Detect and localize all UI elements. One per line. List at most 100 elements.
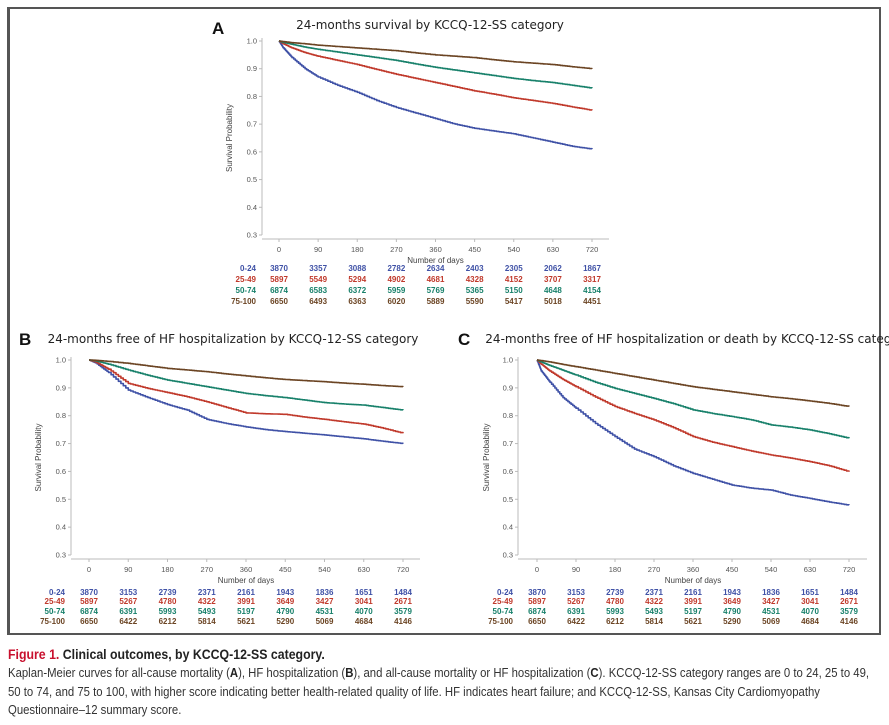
at-risk-count: 6650 <box>270 297 288 306</box>
at-risk-count: 4070 <box>801 607 819 616</box>
y-tick-label: 0.5 <box>247 175 257 184</box>
at-risk-count: 3870 <box>80 588 98 597</box>
panel-letter: A <box>212 19 224 38</box>
at-risk-count: 4780 <box>606 597 624 606</box>
x-tick-label: 360 <box>687 565 700 574</box>
at-risk-count: 2634 <box>427 264 445 273</box>
at-risk-count: 6874 <box>80 607 98 616</box>
at-risk-count: 3427 <box>762 597 780 606</box>
at-risk-count: 5590 <box>466 297 484 306</box>
at-risk-count: 3041 <box>801 597 819 606</box>
at-risk-count: 5814 <box>198 617 216 626</box>
at-risk-count: 6212 <box>606 617 624 626</box>
at-risk-count: 3649 <box>276 597 294 606</box>
at-risk-count: 5993 <box>159 607 177 616</box>
at-risk-count: 4648 <box>544 286 562 295</box>
at-risk-count: 4531 <box>316 607 334 616</box>
at-risk-count: 5267 <box>119 597 137 606</box>
at-risk-count: 4684 <box>801 617 819 626</box>
x-tick-label: 630 <box>547 245 560 254</box>
y-tick-label: 0.9 <box>503 383 513 392</box>
y-tick-label: 0.3 <box>56 551 66 560</box>
y-tick-label: 0.6 <box>503 467 513 476</box>
at-risk-count: 2305 <box>505 264 523 273</box>
at-risk-count: 3427 <box>316 597 334 606</box>
at-risk-count: 4328 <box>466 275 484 284</box>
caption-text-run: ), HF hospitalization ( <box>238 665 346 680</box>
y-tick-label: 0.7 <box>503 439 513 448</box>
x-tick-label: 0 <box>87 565 91 574</box>
panel-letter: C <box>458 330 470 349</box>
x-axis-title: Number of days <box>665 576 721 585</box>
x-tick-label: 450 <box>468 245 481 254</box>
figure-title: Clinical outcomes, by KCCQ-12-SS categor… <box>62 646 325 662</box>
y-tick-label: 0.8 <box>56 411 66 420</box>
chart-title: 24-months survival by KCCQ-12-SS categor… <box>296 18 564 32</box>
at-risk-count: 5417 <box>505 297 523 306</box>
at-risk-count: 3153 <box>567 588 585 597</box>
y-tick-label: 0.6 <box>247 147 257 156</box>
at-risk-count: 6212 <box>159 617 177 626</box>
at-risk-count: 4152 <box>505 275 523 284</box>
x-tick-label: 180 <box>609 565 622 574</box>
x-tick-label: 360 <box>429 245 442 254</box>
km-curve-75-100 <box>278 40 593 70</box>
at-risk-count: 5897 <box>80 597 98 606</box>
at-risk-count: 6422 <box>119 617 137 626</box>
at-risk-count: 4681 <box>427 275 445 284</box>
x-tick-label: 90 <box>124 565 132 574</box>
at-risk-count: 6874 <box>528 607 546 616</box>
x-tick-label: 270 <box>200 565 213 574</box>
km-curve-50-74 <box>536 359 850 439</box>
y-tick-label: 0.7 <box>247 120 257 129</box>
at-risk-count: 4684 <box>355 617 373 626</box>
chart-panel-a: A 24-months survival by KCCQ-12-SS catego… <box>212 18 609 306</box>
at-risk-count: 5621 <box>684 617 702 626</box>
at-risk-row-label: 50-74 <box>45 607 66 616</box>
y-tick-label: 0.8 <box>247 92 257 101</box>
at-risk-count: 4154 <box>583 286 601 295</box>
y-tick-label: 0.7 <box>56 439 66 448</box>
at-risk-count: 6650 <box>80 617 98 626</box>
at-risk-count: 3579 <box>840 607 858 616</box>
x-tick-label: 270 <box>648 565 661 574</box>
at-risk-row-label: 50-74 <box>493 607 514 616</box>
at-risk-count: 2671 <box>840 597 858 606</box>
at-risk-row-label: 50-74 <box>236 286 257 295</box>
x-axis-title: Number of days <box>218 576 274 585</box>
at-risk-count: 5197 <box>237 607 255 616</box>
at-risk-count: 5959 <box>387 286 405 295</box>
figure-caption: Figure 1. Clinical outcomes, by KCCQ-12-… <box>8 645 883 720</box>
km-curve-0-24 <box>536 359 850 506</box>
y-tick-label: 1.0 <box>503 356 513 365</box>
y-tick-label: 0.4 <box>56 523 66 532</box>
at-risk-count: 5549 <box>309 275 327 284</box>
at-risk-row-label: 75-100 <box>488 617 513 626</box>
km-curve-75-100 <box>89 359 404 388</box>
at-risk-count: 5493 <box>645 607 663 616</box>
km-curve-50-74 <box>278 40 593 89</box>
at-risk-count: 6391 <box>567 607 585 616</box>
at-risk-count: 3357 <box>309 264 327 273</box>
caption-panel-ref: A <box>229 665 239 680</box>
at-risk-count: 1484 <box>394 588 412 597</box>
at-risk-count: 5769 <box>427 286 445 295</box>
at-risk-count: 5290 <box>723 617 741 626</box>
at-risk-count: 1943 <box>276 588 294 597</box>
at-risk-row-label: 75-100 <box>40 617 65 626</box>
at-risk-count: 2739 <box>159 588 177 597</box>
at-risk-count: 6422 <box>567 617 585 626</box>
at-risk-count: 4146 <box>840 617 858 626</box>
at-risk-count: 5365 <box>466 286 484 295</box>
at-risk-count: 1651 <box>355 588 373 597</box>
km-curve-50-74 <box>89 359 404 411</box>
at-risk-count: 1651 <box>801 588 819 597</box>
y-tick-label: 0.6 <box>56 467 66 476</box>
km-curve-75-100 <box>536 359 850 407</box>
caption-panel-ref: B <box>345 665 354 680</box>
chart-title: 24-months free of HF hospitalization by … <box>48 332 419 346</box>
at-risk-count: 5290 <box>276 617 294 626</box>
at-risk-count: 3991 <box>237 597 255 606</box>
at-risk-row-label: 0-24 <box>497 588 514 597</box>
figure-caption-text: Kaplan-Meier curves for all-cause mortal… <box>8 664 877 720</box>
